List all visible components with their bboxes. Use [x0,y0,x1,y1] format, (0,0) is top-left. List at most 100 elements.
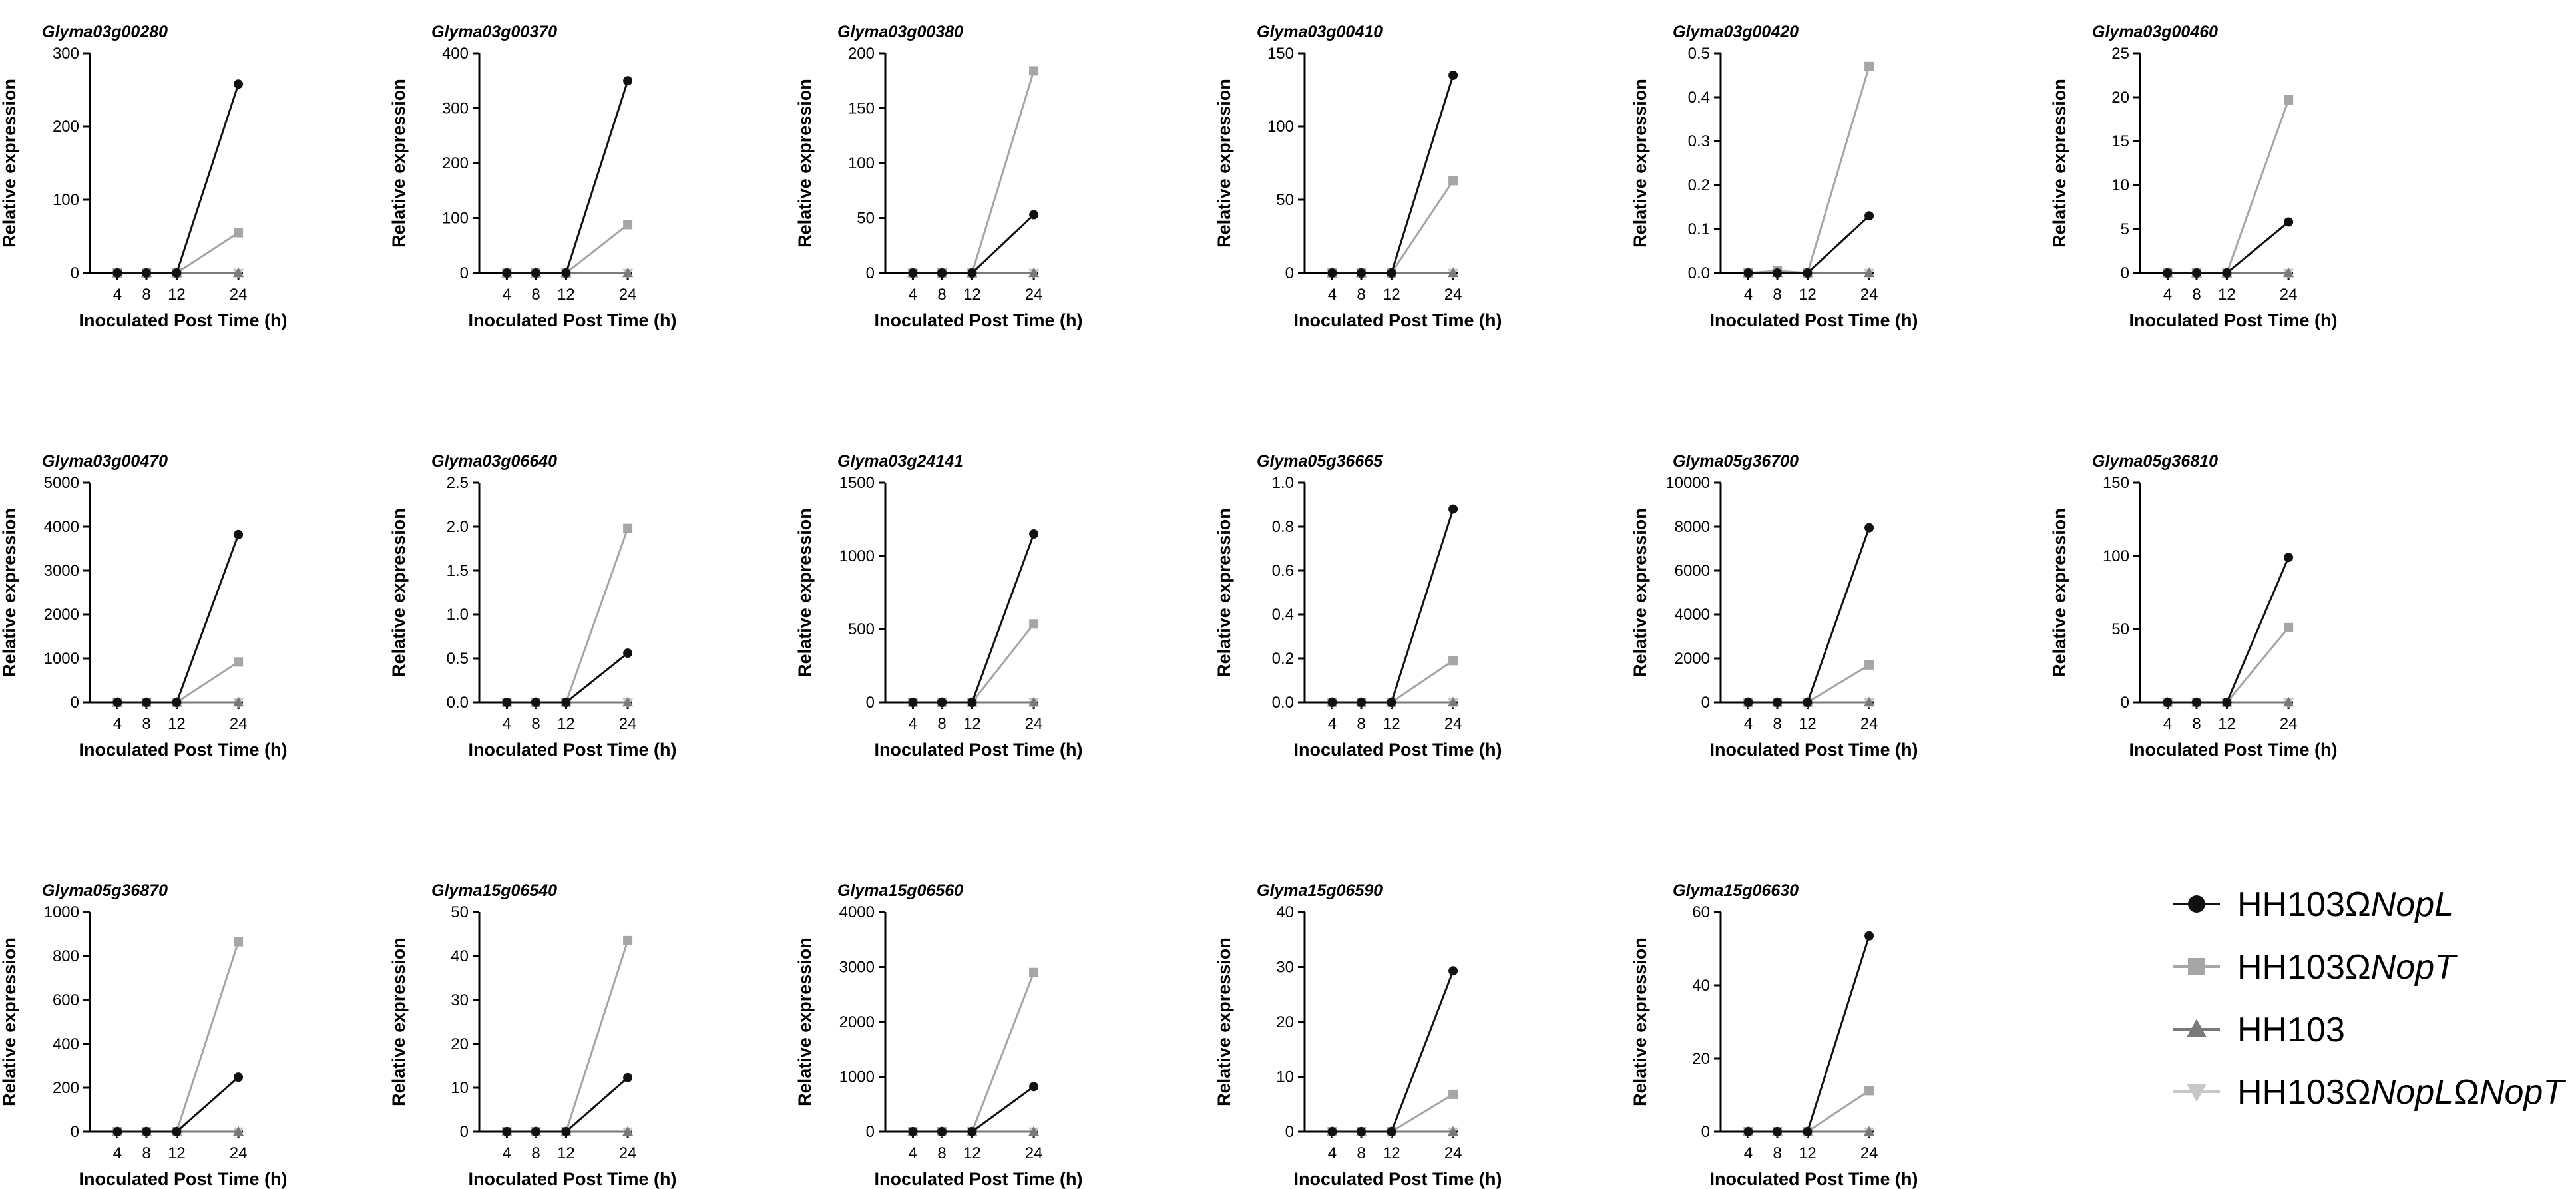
x-tick-label: 4 [1328,286,1337,304]
series-line-nopl [2167,221,2290,274]
data-point-nopl [2163,698,2173,707]
panel-glyma03g00470: Glyma03g00470 0 1000 2000 3000 4000 5000 4 8 12 24… [0,452,288,760]
data-point-nopl [112,1127,122,1136]
y-tick-label: 3000 [44,562,79,580]
y-tick-label: 200 [53,1079,79,1097]
series-line-nopl [117,1076,240,1133]
data-point-wt [1864,1126,1875,1136]
y-tick-label: 40 [1692,977,1710,995]
data-point-nopl [561,268,571,278]
data-point-nopl [1387,698,1396,707]
series-line-nopl [1332,970,1454,1133]
data-point-nopl [1803,268,1813,278]
y-tick-label: 0 [71,694,79,712]
data-point-nopt [1448,1089,1458,1099]
y-tick-label: 100 [1267,118,1294,136]
y-tick-label: 0 [460,1123,469,1141]
y-tick-label: 2000 [839,1013,875,1031]
panel-glyma03g00460: Glyma03g00460 0 5 10 15 20 25 4 8 12 24 Inoculated … [2049,23,2338,330]
data-point-nopl [234,1072,244,1082]
x-tick-label: 8 [1357,1144,1365,1162]
series-line-nopt [1748,66,1870,274]
data-point-nopt [2284,622,2294,632]
x-tick-label: 24 [619,286,637,304]
series-line-nopl [913,533,1035,704]
y-tick-label: 2.5 [447,474,469,492]
y-axis-title: Relative expression [1214,508,1234,677]
x-tick-label: 8 [937,1144,946,1162]
x-tick-label: 24 [1444,1144,1462,1162]
y-tick-label: 400 [442,45,469,63]
y-tick-label: 6000 [1675,562,1710,580]
legend-marker [2188,895,2205,913]
y-tick-label: 25 [2111,45,2129,63]
data-point-nopl [531,268,541,278]
panel-glyma03g24141: Glyma03g24141 0 500 1000 1500 4 8 12 24 Inoculate… [795,452,1083,760]
data-point-nopt [1864,660,1874,670]
x-tick-label: 4 [113,715,122,733]
data-point-nopl [1864,931,1874,941]
x-tick-label: 8 [1357,715,1365,733]
series-line-nopt [913,623,1035,704]
y-tick-label: 0.2 [1688,176,1710,194]
y-tick-label: 0 [71,1123,79,1141]
data-point-nopt [623,935,633,945]
data-point-nopl [1357,698,1367,707]
series-line-nopl [913,214,1035,274]
y-tick-label: 4000 [1675,606,1710,624]
data-point-nopl [142,268,152,278]
data-point-nopt [234,937,244,947]
series-line-nopt [2167,626,2290,704]
x-tick-label: 24 [1444,286,1462,304]
data-point-nopl [142,698,152,707]
data-point-nopl [1448,71,1458,80]
x-tick-label: 8 [1773,286,1781,304]
panel-title: Glyma15g06590 [1257,881,1383,900]
panel-glyma05g36700: Glyma05g36700 0 2000 4000 6000 8000 10000 4 8 12 2… [1630,452,1918,760]
panel-glyma05g36810: Glyma05g36810 0 50 100 150 4 8 12 24 Inoculated P… [2049,452,2338,760]
data-point-nopl [112,268,122,278]
x-axis-title: Inoculated Post Time (h) [874,310,1082,330]
y-axis-title: Relative expression [1214,79,1234,248]
series-line-nopl [507,1076,629,1133]
y-axis-title: Relative expression [2049,508,2069,677]
series-line-nopl [1748,527,1870,704]
data-point-nopl [1743,698,1753,707]
data-point-nopl [2284,217,2294,227]
y-tick-label: 8000 [1675,518,1710,536]
data-point-nopl [561,698,571,707]
x-tick-label: 24 [1860,286,1878,304]
x-tick-label: 12 [1383,286,1400,304]
panel-glyma15g06590: Glyma15g06590 0 10 20 30 40 4 8 12 24 Inoculated P… [1214,881,1502,1189]
data-point-wt [233,696,244,707]
legend-label: HH103 [2237,1011,2345,1049]
series-line-nopl [1748,215,1870,274]
data-point-nopl [2192,268,2202,278]
x-tick-label: 12 [2218,286,2236,304]
y-tick-label: 10 [1276,1069,1294,1086]
data-point-wt [1028,696,1040,707]
data-point-nopl [172,1127,182,1136]
panel-title: Glyma03g00410 [1257,23,1383,41]
y-tick-label: 500 [848,620,875,638]
data-point-nopt [234,228,244,238]
data-point-nopl [1029,210,1039,220]
y-axis-title: Relative expression [1630,508,1650,677]
x-tick-label: 12 [168,286,186,304]
series-line-nopl [1332,75,1454,274]
panel-title: Glyma03g00370 [431,23,557,41]
x-tick-label: 4 [113,286,122,304]
y-axis-title: Relative expression [389,79,409,248]
y-tick-label: 1000 [44,650,79,668]
x-tick-label: 4 [2163,715,2172,733]
x-tick-label: 24 [2280,715,2298,733]
data-point-nopl [1029,1082,1039,1092]
y-axis-title: Relative expression [1630,937,1650,1106]
legend-item-nopt: HH103ΩNopT [2173,948,2458,987]
y-axis-title: Relative expression [0,508,19,677]
data-point-nopl [908,268,918,278]
x-tick-label: 12 [557,286,575,304]
y-tick-label: 10 [451,1079,469,1097]
data-point-nopl [623,1072,633,1082]
